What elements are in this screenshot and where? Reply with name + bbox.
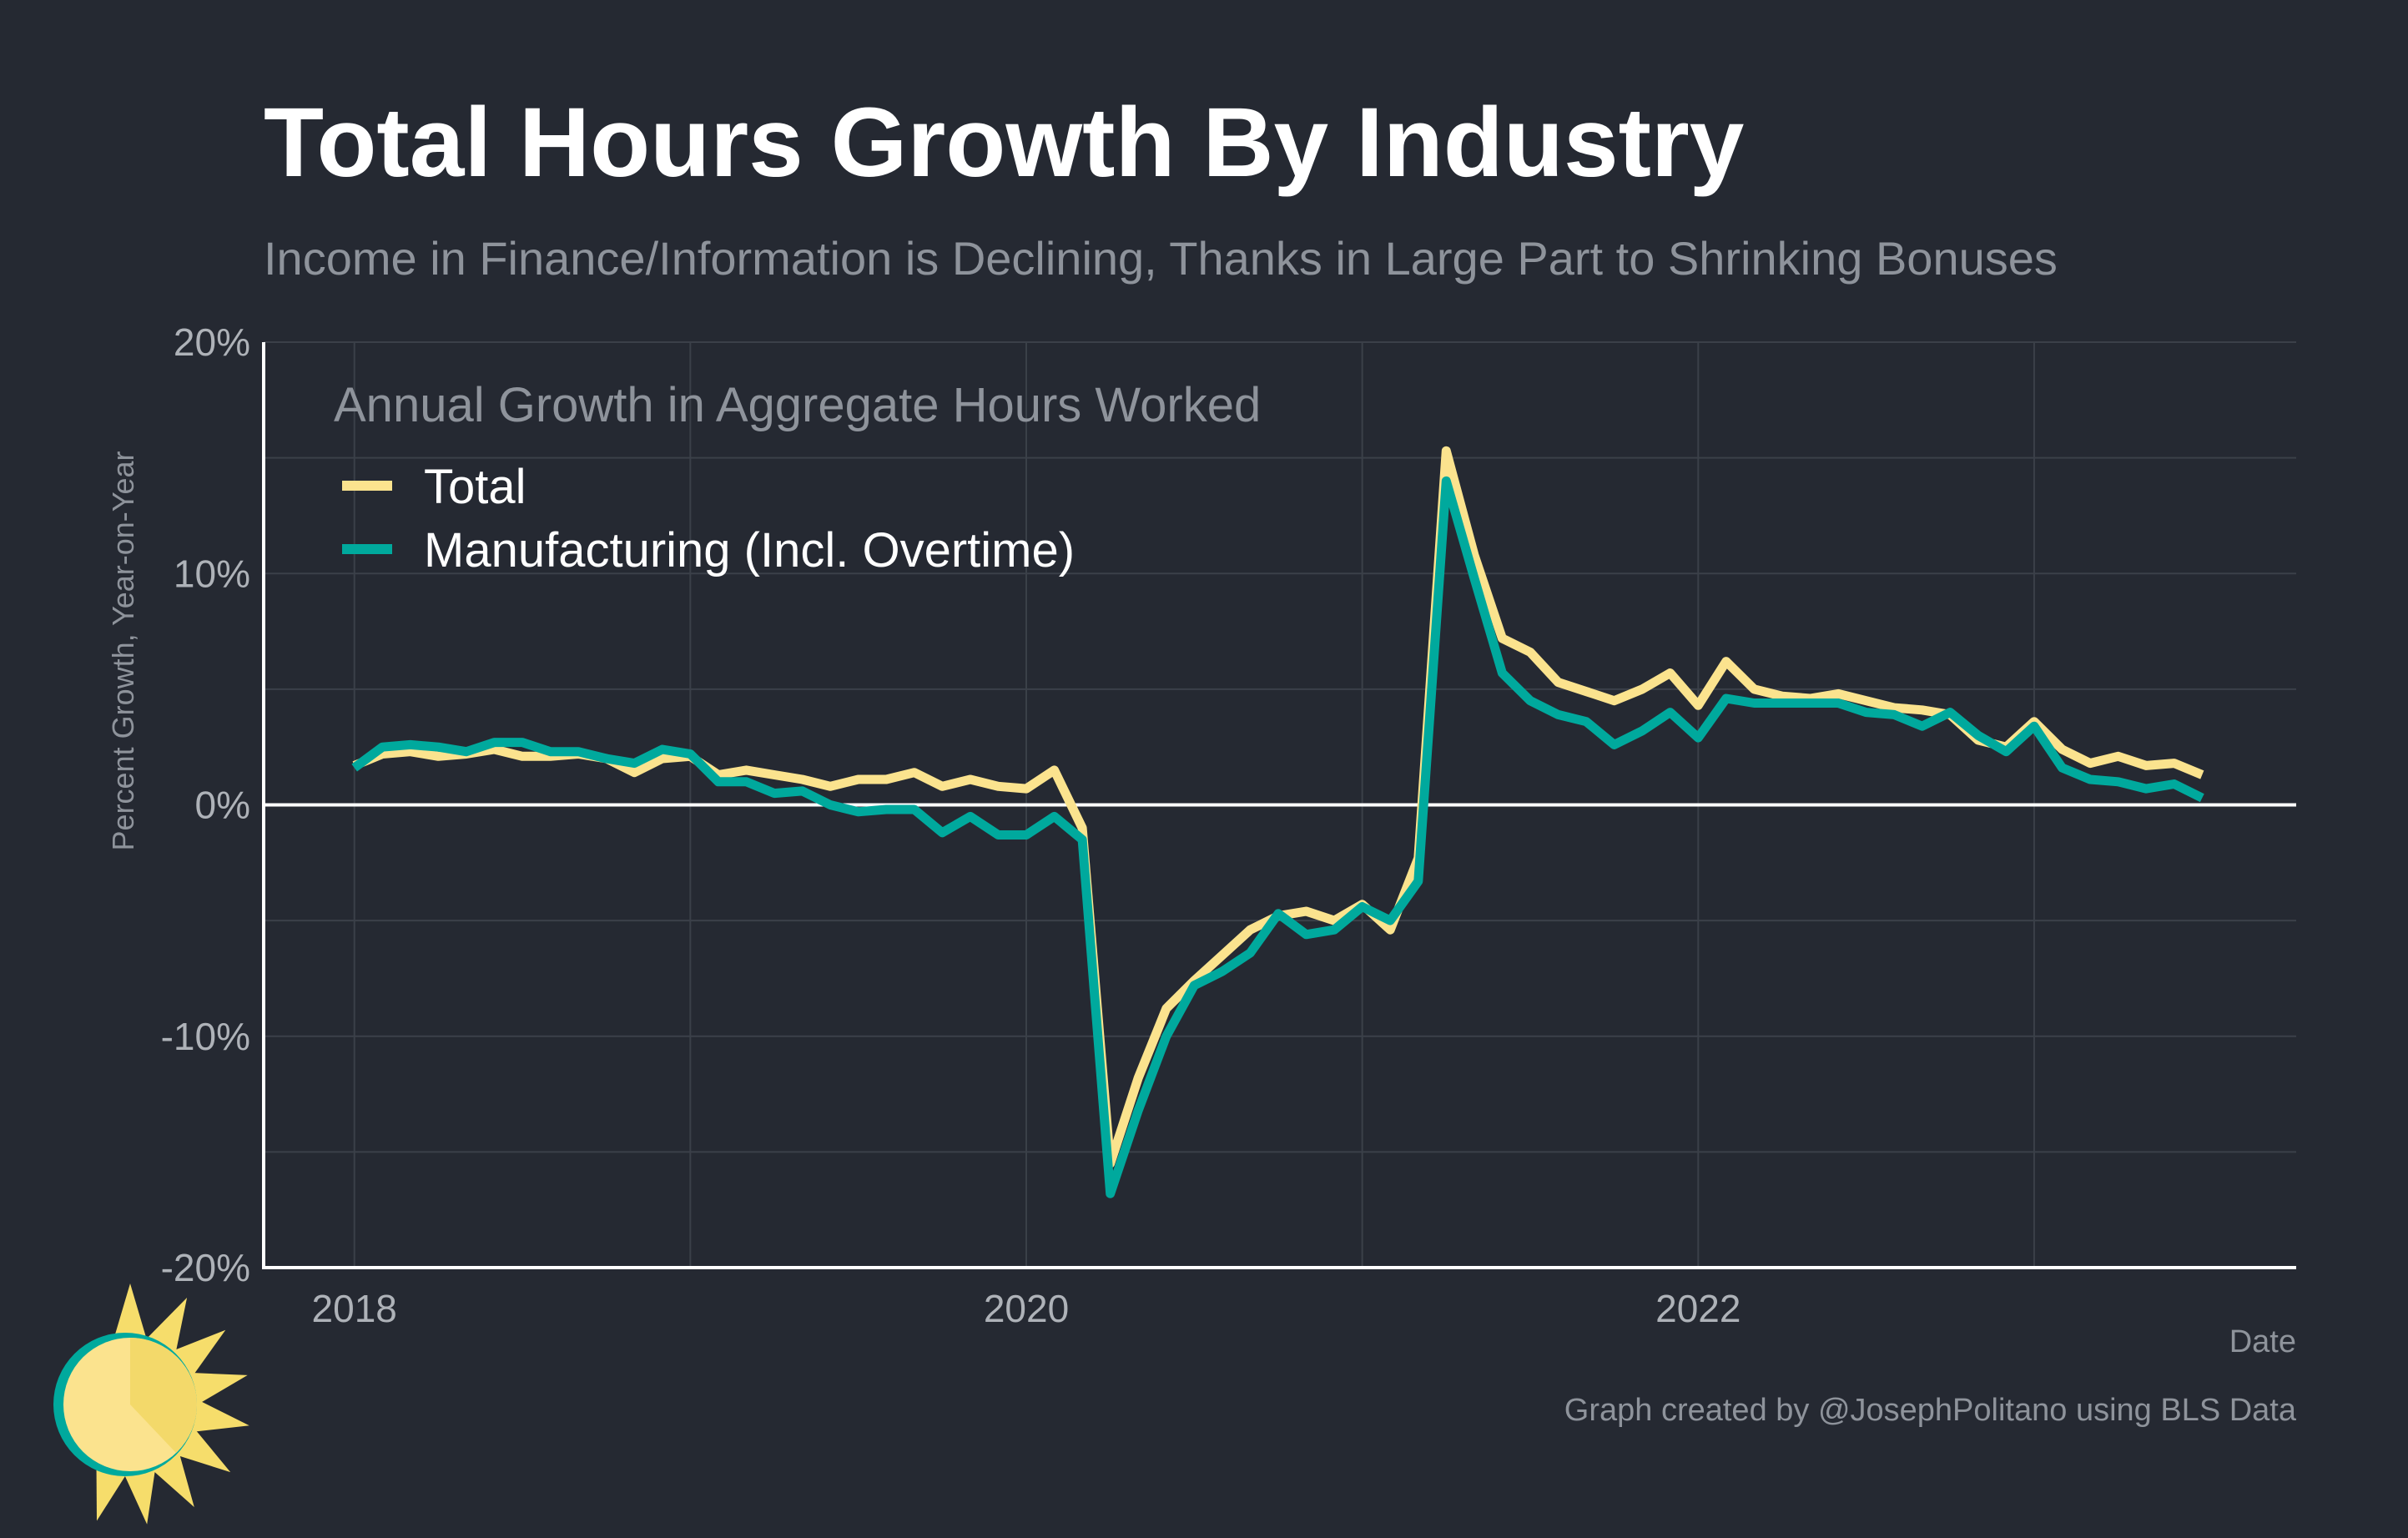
y-tick-label: -10% (161, 1015, 250, 1058)
legend: Annual Growth in Aggregate Hours Worked … (334, 378, 1261, 577)
legend-label-manufacturing: Manufacturing (Incl. Overtime) (424, 523, 1075, 577)
x-tick-label: 2022 (1655, 1287, 1741, 1330)
y-axis-title: Percent Growth, Year-on-Year (106, 451, 140, 851)
sun-logo-icon (53, 1283, 249, 1525)
sun-ray (113, 1283, 147, 1339)
legend-label-total: Total (424, 460, 526, 514)
y-tick-label: -20% (161, 1246, 250, 1289)
axes (262, 342, 2296, 1269)
chart-subtitle: Income in Finance/Information is Declini… (264, 232, 2058, 285)
chart-title: Total Hours Growth By Industry (264, 88, 1745, 198)
sun-ray (191, 1399, 249, 1432)
series-line-manufacturing (351, 476, 2204, 1198)
sun-ray (174, 1427, 231, 1473)
series-layer (351, 446, 2204, 1198)
sun-ray (189, 1372, 248, 1405)
y-tick-labels: -20% -10% 0% 10% 20% (161, 320, 250, 1289)
y-tick-label: 20% (174, 320, 250, 364)
sun-ray (123, 1466, 156, 1525)
x-tick-labels: 2018 2020 2022 (312, 1287, 1741, 1330)
x-tick-label: 2018 (312, 1287, 397, 1330)
source-caption: Graph created by @JosephPolitano using B… (1564, 1393, 2297, 1428)
sun-ray (96, 1462, 128, 1521)
legend-title: Annual Growth in Aggregate Hours Worked (334, 378, 1261, 432)
y-tick-label: 0% (195, 784, 250, 827)
x-axis-title: Date (2229, 1324, 2296, 1359)
y-tick-label: 10% (174, 552, 250, 595)
x-tick-label: 2020 (984, 1287, 1069, 1330)
